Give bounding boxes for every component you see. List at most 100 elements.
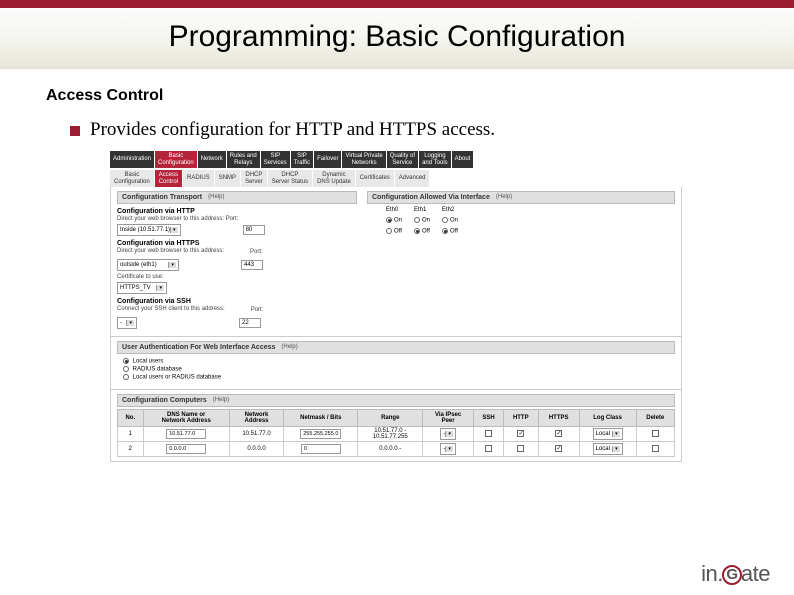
computers-header-text: Configuration Computers [122, 397, 207, 404]
auth-opt1: Local users [133, 359, 164, 365]
delete-checkbox[interactable] [652, 445, 659, 452]
main-tabs: AdministrationBasicConfigurationNetworkR… [110, 151, 682, 168]
auth-header-text: User Authentication For Web Interface Ac… [122, 344, 275, 351]
table-header: SSH [474, 410, 504, 427]
help-link[interactable]: (Help) [213, 397, 229, 404]
sub-tab[interactable]: SNMP [215, 170, 240, 187]
bullet-text: Provides configuration for HTTP and HTTP… [90, 119, 495, 141]
chevron-down-icon: ▾ [156, 285, 164, 291]
main-tab[interactable]: Administration [110, 151, 154, 168]
table-header: Log Class [579, 410, 636, 427]
table-header: HTTPS [538, 410, 579, 427]
http-checkbox[interactable] [517, 430, 524, 437]
interface-header-text: Configuration Allowed Via Interface [372, 194, 490, 201]
http-ip-select[interactable]: Inside (10.51.77.1)▾ [117, 224, 181, 236]
eth1-off-radio[interactable] [414, 228, 420, 234]
transport-header: Configuration Transport (Help) [117, 191, 357, 204]
https-checkbox[interactable] [555, 445, 562, 452]
title-band: Programming: Basic Configuration [0, 8, 794, 69]
computers-header: Configuration Computers (Help) [117, 394, 675, 407]
eth2-off-radio[interactable] [442, 228, 448, 234]
auth-panel: User Authentication For Web Interface Ac… [110, 337, 682, 390]
chevron-down-icon: ▾ [170, 227, 178, 233]
auth-radius-radio[interactable] [123, 366, 129, 372]
ssh-sel[interactable]: -▾ [117, 317, 137, 329]
table-header: DNS Name orNetwork Address [143, 410, 229, 427]
subtitle: Access Control [46, 87, 794, 105]
computers-panel: Configuration Computers (Help) No.DNS Na… [110, 390, 682, 462]
table-header: Via IPsecPeer [423, 410, 474, 427]
eth-table: Eth0Eth1Eth2 On On On Off Off Off [367, 204, 465, 237]
embedded-screenshot: AdministrationBasicConfigurationNetworkR… [110, 151, 682, 462]
auth-both-radio[interactable] [123, 374, 129, 380]
table-header: Range [358, 410, 423, 427]
sub-tab[interactable]: Certificates [356, 170, 394, 187]
https-desc: Direct your web browser to this address: [117, 248, 224, 254]
cert-sel[interactable]: HTTPS_TV▾ [117, 282, 167, 294]
table-header: NetworkAddress [229, 410, 283, 427]
main-tab[interactable]: Virtual PrivateNetworks [342, 151, 385, 168]
http-checkbox[interactable] [517, 445, 524, 452]
main-tab[interactable]: SIPTraffic [291, 151, 313, 168]
table-header: Netmask / Bits [284, 410, 358, 427]
table-header: HTTP [503, 410, 538, 427]
https-sel[interactable]: outside (eth1)▾ [117, 259, 179, 271]
bullet-icon [70, 126, 80, 136]
sub-tab[interactable]: BasicConfiguration [110, 170, 154, 187]
https-checkbox[interactable] [555, 430, 562, 437]
transport-header-text: Configuration Transport [122, 194, 202, 201]
eth2-col: Eth2 [437, 206, 463, 214]
sub-tabs: BasicConfigurationAccessControlRADIUSSNM… [110, 170, 682, 187]
sub-tab[interactable]: DHCPServer [241, 170, 267, 187]
ssh-title: Configuration via SSH [117, 298, 357, 305]
main-tab[interactable]: Loggingand Tools [419, 151, 451, 168]
main-tab[interactable]: SIPServices [261, 151, 290, 168]
sub-tab[interactable]: DHCPServer Status [268, 170, 312, 187]
help-link[interactable]: (Help) [281, 344, 297, 351]
https-title: Configuration via HTTPS [117, 240, 357, 247]
sub-tab[interactable]: DynamicDNS Update [313, 170, 355, 187]
help-link[interactable]: (Help) [208, 194, 224, 201]
header-bar [0, 0, 794, 8]
main-tab[interactable]: Network [198, 151, 226, 168]
auth-opt2: RADIUS database [133, 367, 182, 373]
delete-checkbox[interactable] [652, 430, 659, 437]
table-row: 110.51.77.010.51.77.0255.255.255.010.51.… [118, 427, 675, 442]
main-tab[interactable]: BasicConfiguration [155, 151, 197, 168]
main-tab[interactable]: Quality ofService [387, 151, 418, 168]
page-title: Programming: Basic Configuration [0, 20, 794, 54]
table-header: Delete [636, 410, 675, 427]
interface-header: Configuration Allowed Via Interface (Hel… [367, 191, 675, 204]
logo: in.Gate [701, 561, 770, 587]
eth2-on-radio[interactable] [442, 217, 448, 223]
auth-opt3: Local users or RADIUS database [133, 374, 221, 380]
http-desc: Direct your web browser to this address:… [117, 216, 357, 222]
ssh-checkbox[interactable] [485, 430, 492, 437]
ssh-port-label: Port: [251, 307, 264, 313]
https-port-label: Port: [250, 249, 263, 255]
table-header: No. [118, 410, 144, 427]
bullet-row: Provides configuration for HTTP and HTTP… [70, 119, 794, 141]
auth-header: User Authentication For Web Interface Ac… [117, 341, 675, 354]
https-port-input[interactable]: 443 [241, 260, 263, 270]
main-tab[interactable]: Failover [314, 151, 341, 168]
ssh-checkbox[interactable] [485, 445, 492, 452]
http-title: Configuration via HTTP [117, 208, 357, 215]
eth1-on-radio[interactable] [414, 217, 420, 223]
eth1-col: Eth1 [409, 206, 435, 214]
sub-tab[interactable]: RADIUS [183, 170, 214, 187]
main-tab[interactable]: About [452, 151, 474, 168]
help-link[interactable]: (Help) [496, 194, 512, 201]
logo-g-icon: G [722, 565, 742, 585]
sub-tab[interactable]: Advanced [395, 170, 430, 187]
cert-label: Certificate to use: [117, 274, 357, 280]
http-port-input[interactable]: 80 [243, 225, 265, 235]
table-row: 20.0.0.00.0.0.000.0.0.0 --▾Local▾ [118, 442, 675, 457]
sub-tab[interactable]: AccessControl [155, 170, 182, 187]
eth0-off-radio[interactable] [386, 228, 392, 234]
auth-local-radio[interactable] [123, 358, 129, 364]
eth0-on-radio[interactable] [386, 217, 392, 223]
ssh-port-input[interactable]: 22 [239, 318, 261, 328]
eth0-col: Eth0 [381, 206, 407, 214]
main-tab[interactable]: Rules andRelays [227, 151, 260, 168]
